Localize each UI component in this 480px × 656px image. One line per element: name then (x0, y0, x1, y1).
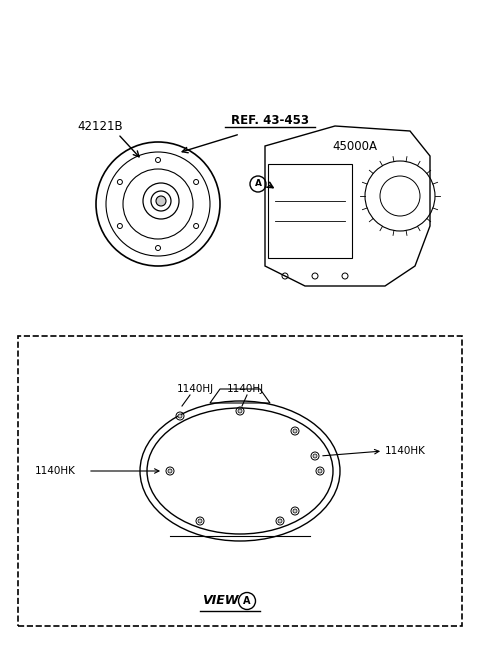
Circle shape (193, 180, 199, 184)
Circle shape (318, 469, 322, 473)
Circle shape (168, 469, 172, 473)
Circle shape (118, 180, 122, 184)
Circle shape (278, 519, 282, 523)
Circle shape (198, 519, 202, 523)
Circle shape (238, 409, 242, 413)
Circle shape (156, 196, 166, 206)
Circle shape (118, 224, 122, 228)
Text: 42121B: 42121B (77, 119, 123, 133)
Circle shape (156, 245, 160, 251)
Text: 1140HJ: 1140HJ (177, 384, 214, 394)
Circle shape (313, 454, 317, 458)
Text: 1140HK: 1140HK (35, 466, 75, 476)
Text: REF. 43-453: REF. 43-453 (231, 115, 309, 127)
Text: 1140HK: 1140HK (385, 446, 426, 456)
Text: VIEW: VIEW (202, 594, 238, 607)
Circle shape (178, 414, 182, 418)
Text: 45000A: 45000A (333, 140, 377, 152)
Circle shape (293, 429, 297, 433)
Circle shape (293, 509, 297, 513)
Text: 1140HJ: 1140HJ (227, 384, 264, 394)
Circle shape (156, 157, 160, 163)
Text: A: A (254, 180, 262, 188)
Circle shape (193, 224, 199, 228)
Text: A: A (243, 596, 251, 606)
